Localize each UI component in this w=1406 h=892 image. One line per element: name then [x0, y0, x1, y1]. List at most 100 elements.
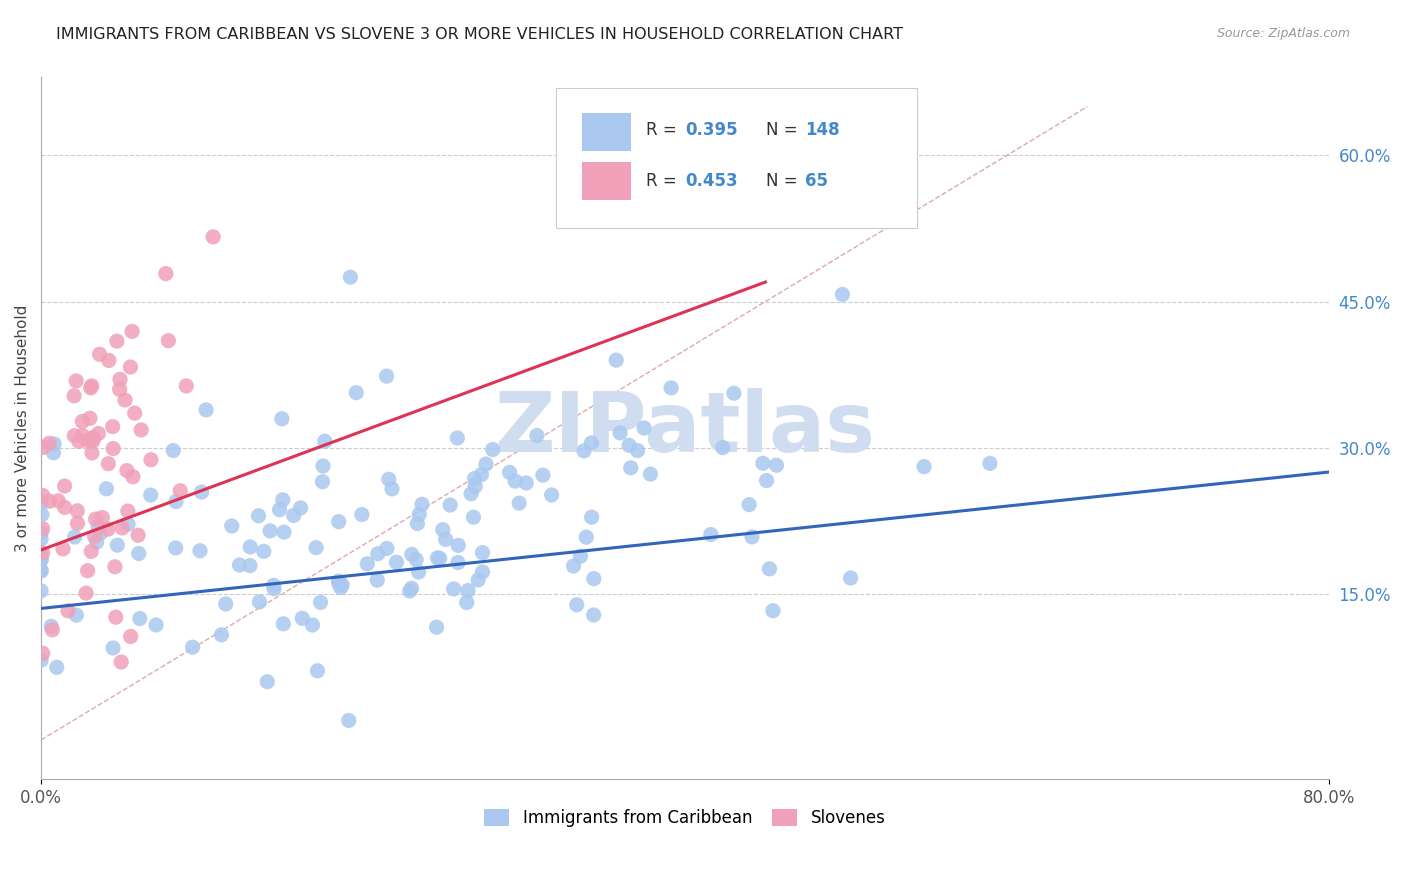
Point [626, 443, 648, 458]
Text: N =: N = [766, 121, 803, 139]
Point [188, 543, 211, 558]
Point [575, 530, 598, 544]
Point [540, 488, 562, 502]
Point [503, 474, 526, 488]
Point [46, 493, 69, 508]
Point [145, 618, 167, 632]
Point [446, 431, 468, 445]
Point [63, 428, 86, 442]
Point [31, 441, 53, 455]
Point [63, 389, 86, 403]
Point [195, 403, 218, 417]
FancyBboxPatch shape [582, 112, 631, 151]
Point [75, 586, 97, 600]
Point [711, 441, 734, 455]
Point [97, 522, 120, 536]
Text: 65: 65 [804, 171, 828, 190]
Point [426, 550, 449, 565]
Point [464, 479, 486, 493]
Point [122, 470, 145, 484]
Text: 0.395: 0.395 [685, 121, 738, 139]
Point [31, 646, 53, 660]
Point [572, 443, 595, 458]
Point [30, 583, 52, 598]
Point [155, 267, 177, 281]
Point [114, 392, 136, 407]
Point [408, 565, 430, 579]
Point [263, 578, 285, 592]
Point [398, 584, 420, 599]
Point [762, 604, 785, 618]
Point [80, 446, 103, 460]
Point [405, 552, 427, 566]
Point [30, 564, 52, 578]
Point [290, 500, 312, 515]
Point [103, 442, 125, 456]
Point [273, 525, 295, 540]
Point [475, 457, 498, 471]
Point [456, 595, 478, 609]
Point [741, 530, 763, 544]
Point [839, 571, 862, 585]
Point [65, 608, 87, 623]
Point [108, 382, 131, 396]
Point [263, 582, 285, 596]
Point [31, 508, 53, 522]
Point [752, 456, 775, 470]
Point [401, 547, 423, 561]
Point [38, 494, 60, 508]
Point [84, 512, 107, 526]
Point [366, 573, 388, 587]
Text: Source: ZipAtlas.com: Source: ZipAtlas.com [1216, 27, 1350, 40]
Point [128, 611, 150, 625]
Point [41, 623, 63, 637]
Point [76, 564, 98, 578]
Point [91, 510, 114, 524]
Point [120, 359, 142, 374]
Point [344, 385, 367, 400]
Point [755, 474, 778, 488]
Point [52, 541, 75, 556]
Point [215, 597, 238, 611]
Point [328, 575, 350, 590]
Point [174, 379, 197, 393]
Point [337, 714, 360, 728]
Point [256, 674, 278, 689]
Point [434, 533, 457, 547]
Point [82, 434, 104, 448]
Point [124, 406, 146, 420]
Legend: Immigrants from Caribbean, Slovenes: Immigrants from Caribbean, Slovenes [478, 802, 893, 834]
Point [76, 434, 98, 448]
Point [700, 527, 723, 541]
Point [104, 610, 127, 624]
Point [39, 619, 62, 633]
Point [247, 508, 270, 523]
Point [117, 504, 139, 518]
Point [83, 529, 105, 543]
Point [97, 457, 120, 471]
Point [79, 411, 101, 425]
Point [31, 546, 53, 560]
Point [181, 640, 204, 655]
Point [305, 541, 328, 555]
Point [640, 467, 662, 482]
Point [401, 581, 423, 595]
Point [443, 582, 465, 596]
Point [307, 664, 329, 678]
Point [291, 611, 314, 625]
Text: 148: 148 [804, 121, 839, 139]
Point [30, 525, 52, 540]
Point [330, 578, 353, 592]
Point [411, 497, 433, 511]
Point [165, 541, 187, 555]
Point [314, 434, 336, 449]
Point [406, 516, 429, 531]
Point [87, 426, 110, 441]
Point [239, 540, 262, 554]
Point [378, 472, 401, 486]
Point [129, 423, 152, 437]
Point [101, 419, 124, 434]
Point [471, 546, 494, 560]
Point [457, 583, 479, 598]
Point [526, 428, 548, 442]
